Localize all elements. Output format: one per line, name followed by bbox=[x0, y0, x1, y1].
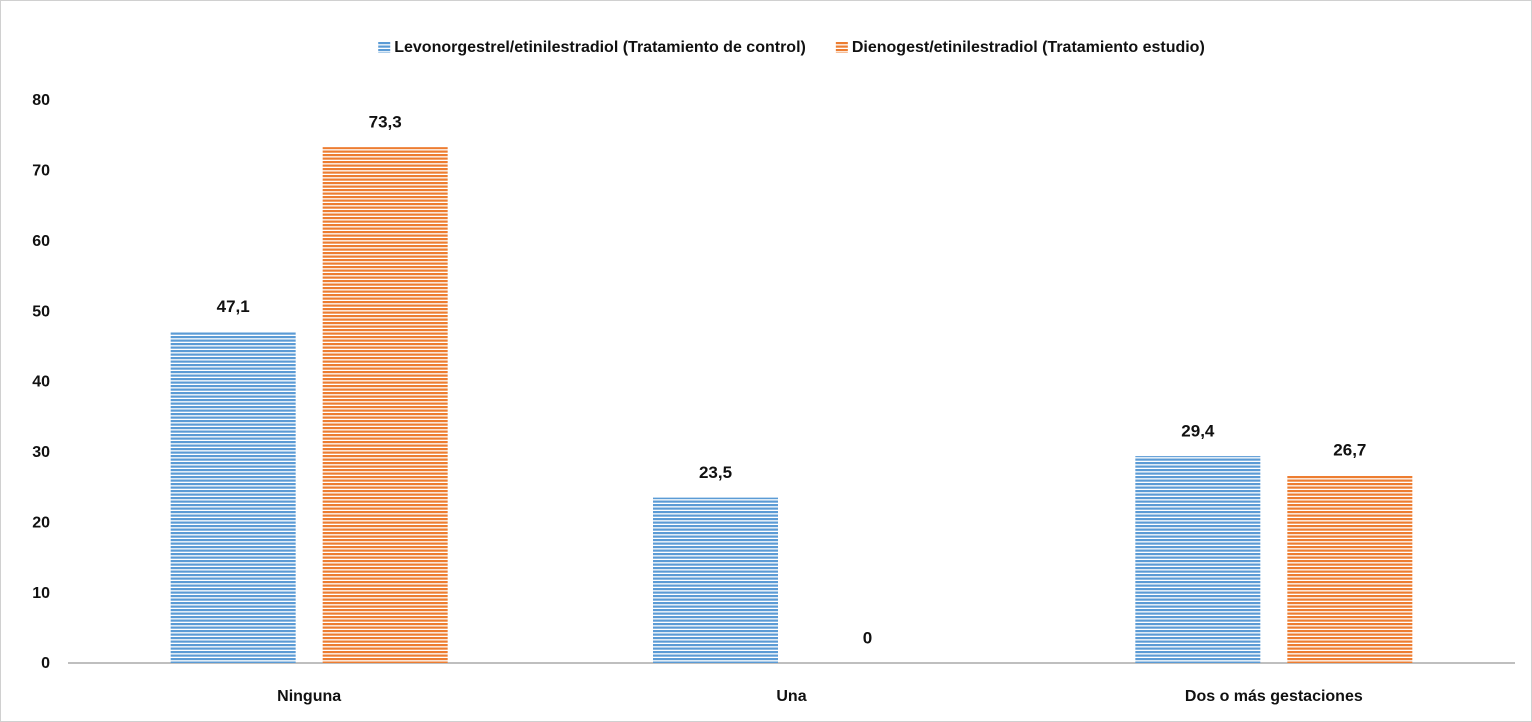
bar bbox=[322, 147, 448, 663]
legend-swatch bbox=[835, 41, 848, 53]
data-label: 23,5 bbox=[699, 463, 732, 482]
data-label: 73,3 bbox=[369, 113, 402, 132]
legend-label: Levonorgestrel/etinilestradiol (Tratamie… bbox=[394, 39, 806, 56]
data-label: 47,1 bbox=[217, 297, 250, 316]
bar bbox=[1287, 475, 1413, 663]
y-tick-label: 0 bbox=[41, 655, 50, 672]
bar bbox=[170, 331, 296, 663]
data-label: 26,7 bbox=[1333, 441, 1366, 460]
y-tick-label: 30 bbox=[32, 444, 50, 461]
x-tick-label: Dos o más gestaciones bbox=[1185, 688, 1363, 705]
y-tick-label: 60 bbox=[32, 233, 50, 250]
legend-swatch bbox=[378, 41, 391, 53]
y-tick-label: 50 bbox=[32, 303, 50, 320]
y-tick-label: 40 bbox=[32, 374, 50, 391]
bar bbox=[1135, 456, 1261, 663]
legend-label: Dienogest/etinilestradiol (Tratamiento e… bbox=[852, 39, 1205, 56]
y-tick-label: 20 bbox=[32, 514, 50, 531]
legend: Levonorgestrel/etinilestradiol (Tratamie… bbox=[378, 39, 1205, 56]
x-tick-label: Ninguna bbox=[277, 688, 341, 705]
y-tick-label: 70 bbox=[32, 163, 50, 180]
bar bbox=[653, 497, 778, 663]
y-tick-label: 10 bbox=[32, 585, 50, 602]
y-tick-label: 80 bbox=[32, 92, 50, 109]
data-label: 29,4 bbox=[1181, 422, 1215, 441]
data-label: 0 bbox=[863, 628, 872, 647]
x-tick-label: Una bbox=[776, 688, 806, 705]
